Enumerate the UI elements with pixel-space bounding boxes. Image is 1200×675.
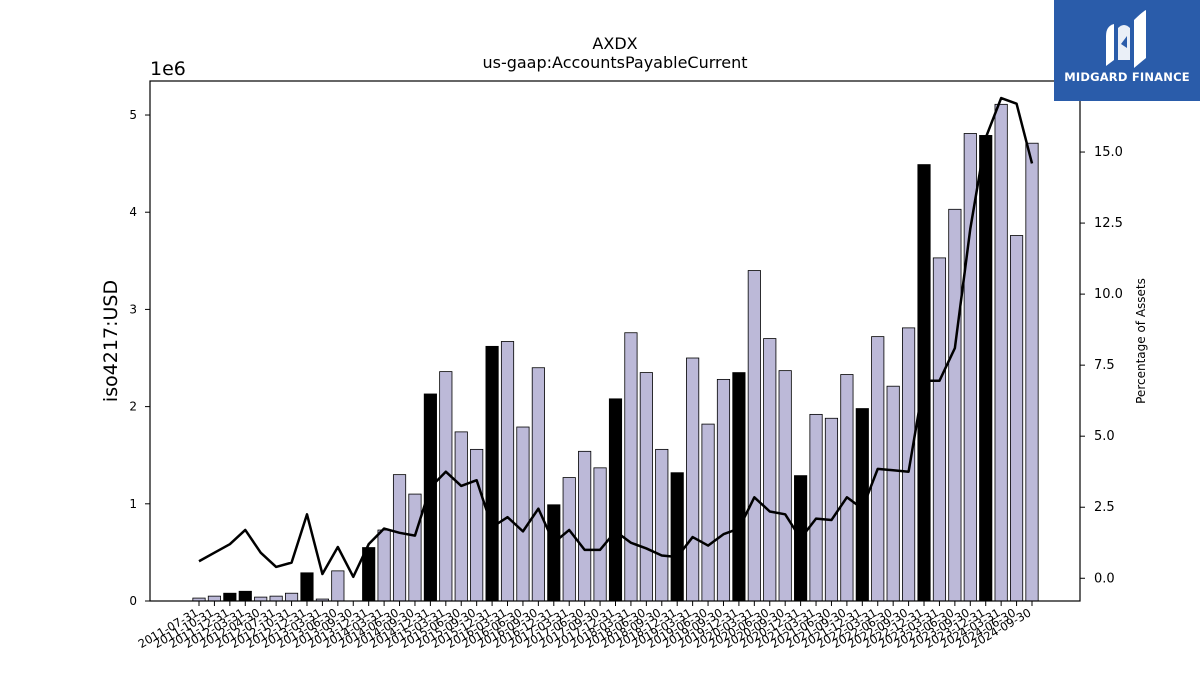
bar-42 bbox=[840, 374, 854, 602]
y2-tick-label-4: 10.0 bbox=[1094, 287, 1123, 302]
y2-tick-label-5: 12.5 bbox=[1094, 216, 1123, 231]
y2-tick-label-2: 5.0 bbox=[1094, 429, 1115, 444]
y2-tick-label-1: 2.5 bbox=[1094, 500, 1115, 515]
bar-series bbox=[192, 103, 1039, 602]
bar-5 bbox=[269, 595, 283, 602]
bar-45 bbox=[886, 385, 900, 602]
brand-logo-text: MIDGARD FINANCE bbox=[1064, 70, 1190, 84]
bar-26 bbox=[593, 467, 607, 602]
brand-logo: MIDGARD FINANCE bbox=[1054, 0, 1200, 101]
bar-6 bbox=[284, 592, 299, 602]
midgard-logo-icon bbox=[1106, 10, 1146, 68]
bar-30 bbox=[655, 448, 669, 602]
bar-14 bbox=[408, 493, 422, 602]
bar-16 bbox=[439, 371, 453, 602]
bar-34 bbox=[716, 378, 731, 602]
chart-title: AXDX bbox=[592, 34, 637, 53]
bar-24 bbox=[562, 477, 576, 602]
bar-54 bbox=[1025, 142, 1039, 602]
bar-51 bbox=[979, 135, 993, 602]
bar-27 bbox=[608, 398, 623, 602]
bar-19 bbox=[485, 345, 499, 602]
bar-20 bbox=[500, 341, 515, 602]
y-tick-label-0: 0 bbox=[129, 594, 137, 608]
bar-53 bbox=[1010, 235, 1024, 602]
bar-41 bbox=[824, 417, 839, 602]
bar-7 bbox=[300, 572, 314, 602]
bar-29 bbox=[639, 372, 653, 602]
y-multiplier-label: 1e6 bbox=[150, 58, 186, 80]
y-axis-left: 0 1 2 3 4 5 bbox=[129, 108, 150, 608]
y-tick-label-2: 2 bbox=[129, 400, 137, 414]
y-tick-label-5: 5 bbox=[129, 108, 137, 122]
y-tick-label-1: 1 bbox=[129, 497, 137, 511]
bar-37 bbox=[763, 338, 777, 602]
bar-40 bbox=[809, 413, 823, 602]
bar-21 bbox=[516, 426, 530, 602]
bar-49 bbox=[948, 208, 962, 602]
y-axis-label: iso4217:USD bbox=[100, 280, 122, 402]
bar-38 bbox=[778, 370, 792, 602]
bar-32 bbox=[686, 357, 700, 602]
y2-axis-label: Percentage of Assets bbox=[1134, 278, 1148, 404]
bar-13 bbox=[392, 474, 407, 602]
bar-18 bbox=[470, 448, 484, 602]
bar-48 bbox=[932, 257, 947, 602]
y-tick-label-3: 3 bbox=[129, 302, 137, 316]
bar-52 bbox=[994, 103, 1008, 602]
y2-tick-label-3: 7.5 bbox=[1094, 358, 1115, 373]
y-tick-label-4: 4 bbox=[129, 205, 137, 219]
pct-of-assets-line bbox=[198, 96, 1034, 579]
bar-36 bbox=[747, 270, 761, 602]
y2-tick-label-0: 0.0 bbox=[1094, 571, 1115, 586]
x-axis: 2011-07-312011-10-312011-12-312012-03-31… bbox=[136, 601, 1034, 651]
bar-3 bbox=[238, 590, 252, 602]
bar-1 bbox=[207, 595, 221, 602]
y-axis-right: 0.0 2.5 5.0 7.5 10.0 12.5 15.0 bbox=[1080, 145, 1123, 586]
bar-31 bbox=[670, 472, 684, 602]
bar-2 bbox=[223, 592, 237, 602]
bar-28 bbox=[624, 332, 638, 602]
bar-17 bbox=[454, 431, 468, 602]
y2-tick-label-6: 15.0 bbox=[1094, 145, 1123, 160]
bar-35 bbox=[732, 372, 746, 602]
bar-25 bbox=[578, 450, 592, 602]
bar-12 bbox=[377, 529, 391, 602]
bar-33 bbox=[701, 423, 715, 602]
bar-22 bbox=[531, 367, 545, 602]
bar-23 bbox=[547, 504, 561, 602]
bar-9 bbox=[331, 570, 345, 602]
pct-line-series bbox=[198, 96, 1034, 579]
chart-subtitle: us-gaap:AccountsPayableCurrent bbox=[482, 53, 747, 72]
